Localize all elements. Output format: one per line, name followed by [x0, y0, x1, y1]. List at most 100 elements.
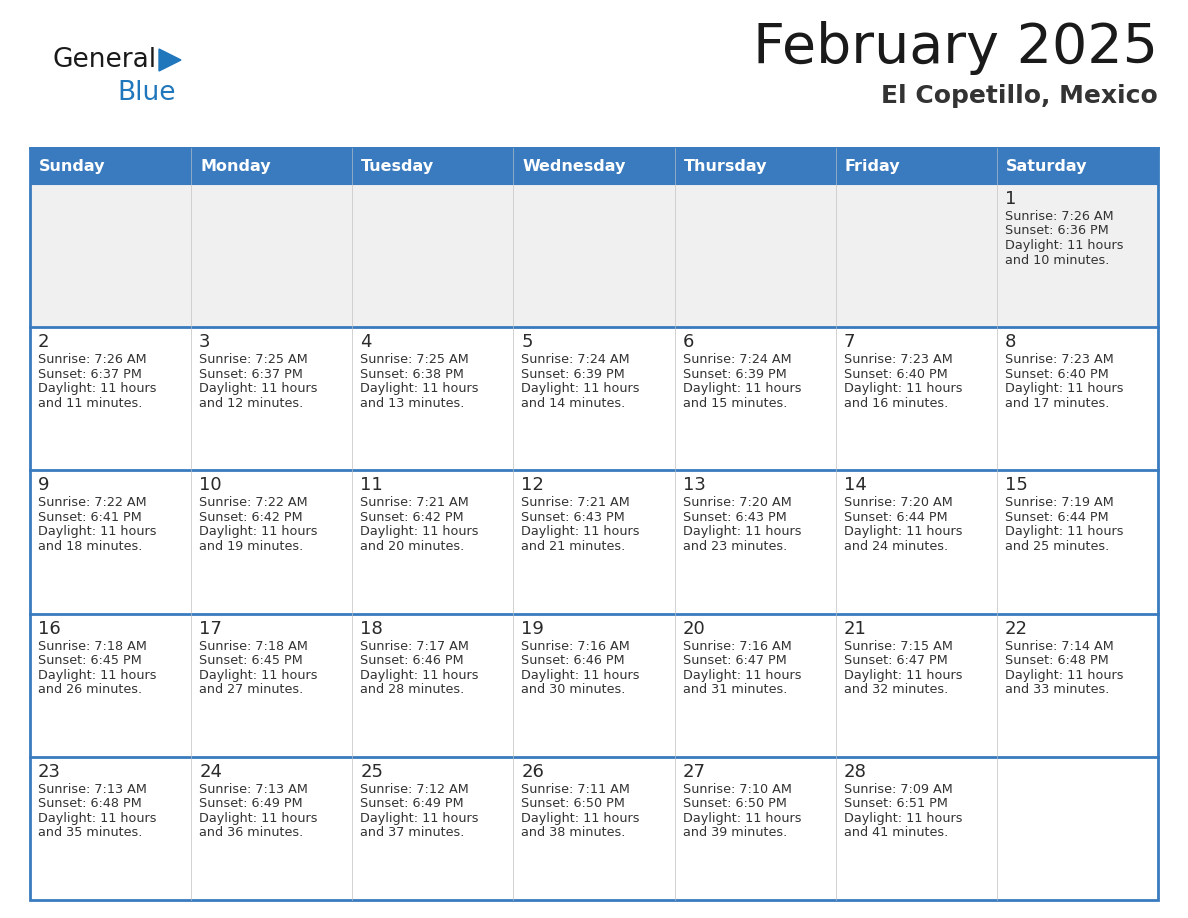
Bar	[835, 327, 997, 470]
Bar	[30, 148, 191, 184]
Text: Sunset: 6:37 PM: Sunset: 6:37 PM	[38, 368, 141, 381]
Text: Sunset: 6:48 PM: Sunset: 6:48 PM	[38, 798, 141, 811]
Text: Sunset: 6:48 PM: Sunset: 6:48 PM	[1005, 655, 1108, 667]
Text: 1: 1	[1005, 190, 1016, 208]
Text: Sunrise: 7:20 AM: Sunrise: 7:20 AM	[683, 497, 791, 509]
Text: Daylight: 11 hours: Daylight: 11 hours	[843, 812, 962, 824]
Text: Sunrise: 7:11 AM: Sunrise: 7:11 AM	[522, 783, 631, 796]
Text: Sunrise: 7:22 AM: Sunrise: 7:22 AM	[200, 497, 308, 509]
Text: and 13 minutes.: and 13 minutes.	[360, 397, 465, 409]
Text: and 25 minutes.: and 25 minutes.	[1005, 540, 1110, 553]
Text: and 37 minutes.: and 37 minutes.	[360, 826, 465, 839]
Bar	[997, 756, 1158, 900]
Text: Daylight: 11 hours: Daylight: 11 hours	[522, 525, 640, 538]
Text: and 14 minutes.: and 14 minutes.	[522, 397, 626, 409]
Bar	[513, 184, 675, 327]
Text: 15: 15	[1005, 476, 1028, 495]
Text: Sunrise: 7:18 AM: Sunrise: 7:18 AM	[38, 640, 147, 653]
Text: Sunset: 6:45 PM: Sunset: 6:45 PM	[200, 655, 303, 667]
Bar	[997, 470, 1158, 613]
Text: Sunset: 6:43 PM: Sunset: 6:43 PM	[683, 511, 786, 524]
Text: Sunrise: 7:12 AM: Sunrise: 7:12 AM	[360, 783, 469, 796]
Text: Daylight: 11 hours: Daylight: 11 hours	[843, 382, 962, 396]
Text: 8: 8	[1005, 333, 1016, 352]
Text: Sunrise: 7:25 AM: Sunrise: 7:25 AM	[360, 353, 469, 366]
Text: and 10 minutes.: and 10 minutes.	[1005, 253, 1110, 266]
Text: and 33 minutes.: and 33 minutes.	[1005, 683, 1110, 696]
Bar	[835, 756, 997, 900]
Bar	[513, 470, 675, 613]
Text: Sunrise: 7:13 AM: Sunrise: 7:13 AM	[38, 783, 147, 796]
Text: 28: 28	[843, 763, 866, 781]
Polygon shape	[159, 49, 181, 71]
Text: Sunrise: 7:22 AM: Sunrise: 7:22 AM	[38, 497, 146, 509]
Text: Daylight: 11 hours: Daylight: 11 hours	[38, 382, 157, 396]
Text: 11: 11	[360, 476, 383, 495]
Text: Daylight: 11 hours: Daylight: 11 hours	[200, 812, 317, 824]
Text: Thursday: Thursday	[683, 159, 767, 174]
Text: Sunrise: 7:21 AM: Sunrise: 7:21 AM	[360, 497, 469, 509]
Bar	[835, 470, 997, 613]
Text: and 38 minutes.: and 38 minutes.	[522, 826, 626, 839]
Text: Sunrise: 7:10 AM: Sunrise: 7:10 AM	[683, 783, 791, 796]
Text: Sunrise: 7:24 AM: Sunrise: 7:24 AM	[522, 353, 630, 366]
Text: 22: 22	[1005, 620, 1028, 638]
Bar	[353, 470, 513, 613]
Text: Daylight: 11 hours: Daylight: 11 hours	[843, 525, 962, 538]
Bar	[353, 327, 513, 470]
Text: Sunrise: 7:17 AM: Sunrise: 7:17 AM	[360, 640, 469, 653]
Bar	[835, 184, 997, 327]
Text: Sunset: 6:45 PM: Sunset: 6:45 PM	[38, 655, 141, 667]
Bar	[30, 184, 191, 327]
Text: Sunset: 6:47 PM: Sunset: 6:47 PM	[843, 655, 948, 667]
Bar	[191, 470, 353, 613]
Text: Daylight: 11 hours: Daylight: 11 hours	[38, 525, 157, 538]
Text: Sunrise: 7:26 AM: Sunrise: 7:26 AM	[38, 353, 146, 366]
Text: Daylight: 11 hours: Daylight: 11 hours	[1005, 239, 1124, 252]
Text: Sunset: 6:46 PM: Sunset: 6:46 PM	[522, 655, 625, 667]
Text: and 12 minutes.: and 12 minutes.	[200, 397, 303, 409]
Text: Sunrise: 7:16 AM: Sunrise: 7:16 AM	[683, 640, 791, 653]
Text: Sunrise: 7:26 AM: Sunrise: 7:26 AM	[1005, 210, 1113, 223]
Text: Sunset: 6:37 PM: Sunset: 6:37 PM	[200, 368, 303, 381]
Bar	[997, 613, 1158, 756]
Text: and 26 minutes.: and 26 minutes.	[38, 683, 143, 696]
Text: Sunset: 6:44 PM: Sunset: 6:44 PM	[843, 511, 947, 524]
Text: and 39 minutes.: and 39 minutes.	[683, 826, 786, 839]
Text: Sunset: 6:40 PM: Sunset: 6:40 PM	[843, 368, 948, 381]
Text: and 20 minutes.: and 20 minutes.	[360, 540, 465, 553]
Text: Sunset: 6:42 PM: Sunset: 6:42 PM	[360, 511, 463, 524]
Text: Sunrise: 7:14 AM: Sunrise: 7:14 AM	[1005, 640, 1113, 653]
Bar	[513, 756, 675, 900]
Text: Sunrise: 7:09 AM: Sunrise: 7:09 AM	[843, 783, 953, 796]
Text: Sunset: 6:43 PM: Sunset: 6:43 PM	[522, 511, 625, 524]
Bar	[30, 756, 191, 900]
Text: 5: 5	[522, 333, 533, 352]
Text: 7: 7	[843, 333, 855, 352]
Bar	[191, 184, 353, 327]
Text: Sunset: 6:47 PM: Sunset: 6:47 PM	[683, 655, 786, 667]
Text: Daylight: 11 hours: Daylight: 11 hours	[522, 382, 640, 396]
Text: Sunday: Sunday	[39, 159, 106, 174]
Bar	[997, 184, 1158, 327]
Text: Daylight: 11 hours: Daylight: 11 hours	[683, 812, 801, 824]
Text: 4: 4	[360, 333, 372, 352]
Text: Sunset: 6:39 PM: Sunset: 6:39 PM	[522, 368, 625, 381]
Text: Friday: Friday	[845, 159, 901, 174]
Bar	[835, 148, 997, 184]
Text: and 30 minutes.: and 30 minutes.	[522, 683, 626, 696]
Text: 19: 19	[522, 620, 544, 638]
Text: Sunset: 6:49 PM: Sunset: 6:49 PM	[200, 798, 303, 811]
Text: 6: 6	[683, 333, 694, 352]
Bar	[675, 756, 835, 900]
Text: 23: 23	[38, 763, 61, 781]
Bar	[675, 613, 835, 756]
Text: 10: 10	[200, 476, 222, 495]
Text: and 28 minutes.: and 28 minutes.	[360, 683, 465, 696]
Bar	[675, 148, 835, 184]
Text: Daylight: 11 hours: Daylight: 11 hours	[38, 812, 157, 824]
Text: and 23 minutes.: and 23 minutes.	[683, 540, 786, 553]
Text: Sunset: 6:50 PM: Sunset: 6:50 PM	[683, 798, 786, 811]
Text: and 41 minutes.: and 41 minutes.	[843, 826, 948, 839]
Text: General: General	[52, 47, 156, 73]
